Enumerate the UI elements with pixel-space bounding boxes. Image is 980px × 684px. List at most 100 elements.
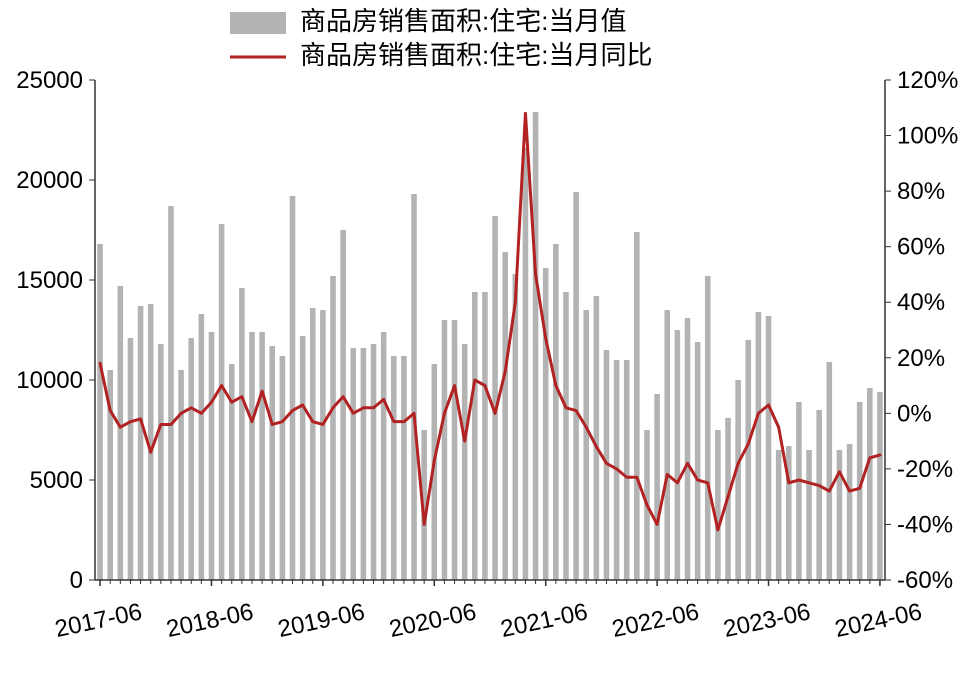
y-left-tick-label: 5000 <box>30 467 83 494</box>
y-right-tick-label: 40% <box>897 289 945 316</box>
bar <box>330 276 336 580</box>
bar <box>533 112 539 580</box>
bar <box>371 344 377 580</box>
bar <box>675 330 681 580</box>
y-right-tick-label: 60% <box>897 234 945 261</box>
bar <box>199 314 205 580</box>
x-tick-label: 2017-06 <box>53 598 145 643</box>
bar <box>138 306 144 580</box>
chart-container: 0 5000 10000 15000 20000 25000 -60% -40% -20% 0% 2… <box>0 0 980 684</box>
bar <box>442 320 448 580</box>
x-tick-label: 2022-06 <box>610 598 702 643</box>
bar-series <box>97 112 882 580</box>
bar <box>492 216 498 580</box>
bar <box>624 360 630 580</box>
bar <box>290 196 296 580</box>
line-series <box>100 113 880 530</box>
y-left-tick-label: 0 <box>70 567 83 594</box>
legend-label: 商品房销售面积:住宅:当月同比 <box>300 40 652 70</box>
bar <box>239 288 245 580</box>
bar <box>543 268 549 580</box>
x-tick-label: 2018-06 <box>164 598 256 643</box>
y-left-axis: 0 5000 10000 15000 20000 25000 <box>16 67 95 594</box>
bar <box>583 310 589 580</box>
bar <box>128 338 134 580</box>
chart-svg: 0 5000 10000 15000 20000 25000 -60% -40% -20% 0% 2… <box>0 0 980 684</box>
bar <box>776 450 782 580</box>
x-tick-label: 2020-06 <box>387 598 479 643</box>
bar <box>280 356 286 580</box>
bar <box>654 394 660 580</box>
y-left-tick-label: 15000 <box>16 267 83 294</box>
bar <box>594 296 600 580</box>
bar <box>816 410 822 580</box>
bar <box>502 252 508 580</box>
bar <box>452 320 458 580</box>
y-right-tick-label: 20% <box>897 345 945 372</box>
bar <box>158 344 164 580</box>
bar <box>472 292 478 580</box>
y-right-tick-label: -60% <box>897 567 953 594</box>
bar <box>664 310 670 580</box>
bar <box>350 348 356 580</box>
bar <box>685 318 691 580</box>
bar <box>705 276 711 580</box>
bar <box>827 362 833 580</box>
y-left-tick-label: 25000 <box>16 67 83 94</box>
bar <box>310 308 316 580</box>
legend: 商品房销售面积:住宅:当月值商品房销售面积:住宅:当月同比 <box>230 6 652 70</box>
bar <box>553 244 559 580</box>
bar <box>766 316 772 580</box>
legend-swatch-bar <box>230 12 286 34</box>
bar <box>411 194 417 580</box>
x-tick-label: 2019-06 <box>275 598 367 643</box>
bar <box>391 356 397 580</box>
bar <box>837 450 843 580</box>
y-right-tick-label: 80% <box>897 178 945 205</box>
bar <box>97 244 103 580</box>
x-axis: 2017-06 2018-06 2019-06 2020-06 2021-06 2022-… <box>53 580 925 643</box>
bar <box>806 450 812 580</box>
bar <box>381 332 387 580</box>
bar <box>867 388 873 580</box>
bar <box>563 292 569 580</box>
y-left-tick-label: 10000 <box>16 367 83 394</box>
bar <box>482 292 488 580</box>
bar <box>249 332 255 580</box>
bar <box>401 356 407 580</box>
bar <box>877 392 883 580</box>
bar <box>573 192 579 580</box>
bar <box>847 444 853 580</box>
bar <box>320 310 326 580</box>
bar <box>178 370 184 580</box>
legend-label: 商品房销售面积:住宅:当月值 <box>300 6 626 36</box>
bar <box>269 346 275 580</box>
bar <box>188 338 194 580</box>
bar <box>361 348 367 580</box>
x-tick-label: 2021-06 <box>498 598 590 643</box>
bar <box>219 224 225 580</box>
y-right-tick-label: -20% <box>897 456 953 483</box>
x-tick-label: 2024-06 <box>832 598 924 643</box>
y-right-tick-label: 100% <box>897 123 958 150</box>
y-right-tick-label: -40% <box>897 511 953 538</box>
x-tick-label: 2023-06 <box>721 598 813 643</box>
bar <box>745 340 751 580</box>
y-right-axis: -60% -40% -20% 0% 20% 40% 60% 80% 100% 120% <box>885 67 958 594</box>
y-right-tick-label: 0% <box>897 400 932 427</box>
y-right-tick-label: 120% <box>897 67 958 94</box>
bar <box>695 342 701 580</box>
y-left-tick-label: 20000 <box>16 167 83 194</box>
bar <box>209 332 215 580</box>
bar <box>796 402 802 580</box>
bar <box>735 380 741 580</box>
bar <box>462 344 468 580</box>
bar <box>118 286 124 580</box>
bar <box>715 430 721 580</box>
bar <box>300 336 306 580</box>
bar <box>168 206 174 580</box>
bar <box>259 332 265 580</box>
bar <box>523 148 529 580</box>
bar <box>857 402 863 580</box>
bar <box>634 232 640 580</box>
